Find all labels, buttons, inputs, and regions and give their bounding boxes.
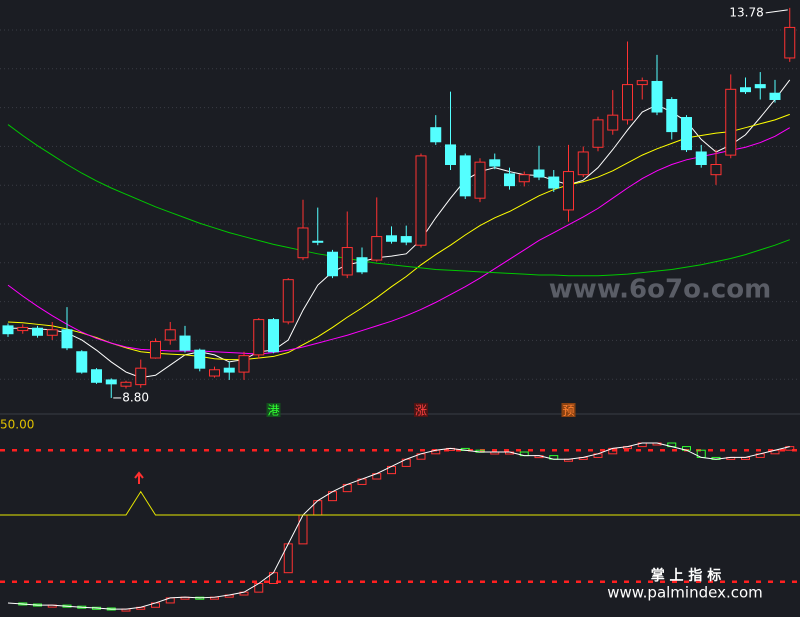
- indicator-line: [0, 490, 800, 516]
- candle-body: [607, 114, 619, 131]
- candle-body: [105, 379, 117, 385]
- candle-body: [135, 367, 147, 386]
- watermark-site: www.palmindex.com: [607, 584, 763, 602]
- ma-line: [7, 124, 790, 277]
- candle-body: [268, 319, 279, 353]
- annotation-label: 8.80: [122, 390, 149, 404]
- signal-box: [561, 403, 576, 417]
- candle-body: [179, 335, 191, 351]
- candle-body: [651, 80, 663, 113]
- candle-body: [356, 257, 368, 273]
- candle-body: [474, 161, 486, 199]
- candle-body: [754, 84, 766, 89]
- candle-body: [548, 176, 560, 189]
- candle-body: [17, 326, 29, 332]
- signal-arrow: [134, 471, 144, 484]
- annotation-label: 13.78: [729, 5, 763, 19]
- candle-body: [253, 319, 265, 356]
- candle-body: [120, 381, 132, 387]
- candle-body: [400, 236, 412, 243]
- candle-body: [164, 329, 176, 341]
- signal-box: [266, 403, 281, 417]
- signal-label: 预: [562, 404, 574, 418]
- candle-body: [238, 355, 250, 373]
- candle-body: [327, 251, 338, 277]
- candle-body: [710, 164, 722, 176]
- grid: [0, 29, 800, 380]
- watermark-brand: 掌 上 指 标: [651, 567, 722, 584]
- candle-body: [32, 327, 43, 336]
- candle-body: [61, 329, 73, 349]
- candle-body: [533, 169, 545, 178]
- candle-body: [784, 26, 796, 59]
- candle-body: [91, 369, 102, 383]
- candle-body: [518, 174, 530, 183]
- candle-body: [725, 88, 737, 156]
- candle-body: [46, 329, 58, 336]
- candle-body: [150, 341, 161, 359]
- candle-body: [695, 151, 707, 166]
- indicator-line: [7, 442, 790, 610]
- ma-line: [7, 127, 791, 355]
- candle-body: [489, 159, 501, 167]
- candle-body: [504, 173, 515, 187]
- candle-body: [371, 236, 383, 261]
- candle-body: [386, 235, 397, 242]
- candle-body: [577, 151, 589, 176]
- annotation-arrow: [765, 9, 788, 14]
- candle-body: [592, 119, 604, 148]
- candle-body: [459, 155, 471, 197]
- signal-label: 涨: [415, 403, 427, 418]
- watermark: www.6o7o.com: [549, 275, 771, 305]
- candle-body: [430, 127, 442, 143]
- candle-body: [563, 171, 574, 211]
- candle-body: [194, 349, 206, 369]
- candle-body: [209, 369, 220, 377]
- ma-line: [7, 113, 790, 361]
- candle-body: [445, 144, 456, 166]
- signal-label: 港: [267, 404, 279, 418]
- candle-body: [622, 84, 633, 121]
- candle-body: [415, 155, 427, 246]
- candle-body: [297, 227, 309, 259]
- candle-body: [312, 240, 324, 243]
- candle-body: [769, 92, 781, 100]
- candle-body: [636, 80, 648, 86]
- candle-body: [2, 325, 14, 335]
- candle-body: [681, 117, 692, 151]
- candle-body: [76, 351, 88, 373]
- candle-body: [341, 247, 353, 276]
- y-tick-label: 50.00: [0, 418, 34, 432]
- candle-body: [282, 279, 294, 323]
- signal-box: [414, 403, 428, 417]
- candle-body: [740, 87, 751, 93]
- candle-body: [666, 98, 678, 133]
- candle-body: [223, 367, 235, 373]
